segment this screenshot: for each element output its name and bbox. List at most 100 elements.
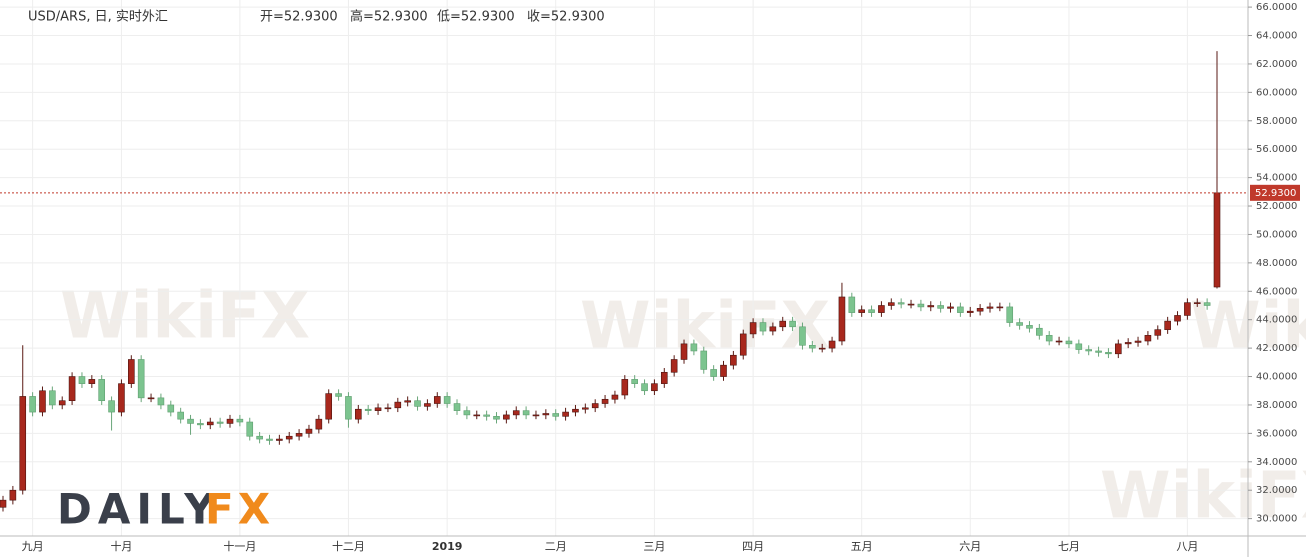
candle-body (266, 438, 273, 441)
candle-body (631, 379, 638, 384)
y-tick-label: 46.0000 (1256, 286, 1297, 297)
candle-body (167, 404, 175, 413)
candle-body (996, 306, 1004, 309)
candle-body (542, 413, 550, 416)
y-tick-label: 44.0000 (1256, 315, 1297, 326)
candle-body (532, 414, 540, 417)
candle-body (424, 403, 431, 407)
y-tick-label: 38.0000 (1256, 400, 1297, 411)
candle-body (680, 343, 688, 360)
x-tick-label: 五月 (851, 540, 873, 553)
candle-body (0, 499, 7, 508)
candle-body (49, 390, 56, 406)
candle-body (759, 322, 767, 332)
candle-body (720, 364, 727, 377)
candle-body (769, 326, 777, 332)
candle-body (58, 400, 66, 406)
candle-body (1075, 343, 1083, 350)
candle-body (966, 310, 974, 313)
candle-body (1193, 302, 1201, 304)
logo-right: FX (205, 485, 274, 534)
price-label-box (1250, 184, 1300, 201)
candle-body (177, 411, 184, 420)
x-tick-label: 十二月 (332, 539, 365, 553)
candle-body (1085, 349, 1092, 352)
candle-body (779, 320, 787, 328)
candle-body (611, 394, 619, 400)
candle-body (562, 411, 569, 417)
ohlc-value: 开=52.9300 (260, 10, 338, 25)
candle-body (1203, 302, 1211, 306)
candle-body (226, 418, 234, 424)
candle-body (838, 296, 846, 342)
candle-body (927, 305, 935, 308)
candle-body (809, 344, 816, 349)
candle-body (641, 383, 648, 392)
candle-body (1065, 340, 1073, 345)
x-tick-label: 十月 (110, 539, 132, 553)
candle-body (364, 408, 372, 411)
candle-body (78, 376, 86, 384)
x-tick-label: 2019 (432, 540, 463, 553)
candle-body (601, 398, 609, 404)
candle-body (137, 359, 145, 399)
candle-body (503, 414, 510, 420)
candle-body (848, 296, 856, 313)
candle-body (937, 305, 944, 309)
candle-body (246, 421, 254, 437)
candle-body (453, 403, 461, 411)
y-tick-label: 56.0000 (1256, 144, 1297, 155)
candle-body (868, 309, 875, 313)
candle-body (907, 303, 915, 306)
candle-body (700, 350, 708, 370)
candle-body (976, 308, 984, 312)
candles (0, 51, 1221, 512)
candle-body (878, 305, 885, 313)
y-tick-label: 62.0000 (1256, 59, 1297, 70)
candle-body (1213, 192, 1221, 288)
candle-body (1016, 322, 1023, 326)
candle-body (335, 393, 342, 397)
candle-body (591, 403, 599, 409)
candle-body (128, 359, 135, 384)
candle-body (1124, 342, 1132, 345)
candle-body (749, 322, 757, 335)
logo-left: DAILY (57, 485, 221, 534)
candle-body (897, 302, 905, 305)
candle-body (197, 423, 204, 426)
candle-body (512, 410, 520, 416)
candle-body (799, 326, 806, 346)
y-tick-label: 34.0000 (1256, 457, 1297, 468)
candle-body (315, 418, 323, 430)
candle-body (651, 383, 658, 392)
candle-body (660, 371, 668, 384)
x-tick-label: 二月 (545, 540, 567, 553)
candle-body (236, 418, 244, 423)
candle-body (730, 354, 737, 366)
x-tick-label: 九月 (22, 540, 44, 553)
y-tick-label: 36.0000 (1256, 428, 1297, 439)
watermark: WikiFX (60, 280, 310, 354)
candle-body (1006, 306, 1014, 323)
candle-body (216, 421, 224, 424)
candle-body (818, 347, 826, 350)
candle-body (483, 414, 490, 417)
candle-body (1055, 340, 1063, 343)
candle-body (621, 379, 629, 396)
candle-body (68, 376, 76, 401)
candle-body (493, 416, 500, 420)
candle-body (1045, 335, 1053, 342)
candle-body (1174, 315, 1181, 322)
candle-body (374, 407, 382, 411)
candle-body (1164, 320, 1171, 330)
watermark: WikiFX (1100, 460, 1306, 534)
candle-body (29, 396, 36, 413)
candle-body (295, 433, 303, 437)
candle-body (384, 407, 392, 410)
candle-body (394, 401, 402, 409)
price-label: 52.9300 (1255, 188, 1296, 199)
candle-body (1036, 327, 1043, 336)
x-tick-label: 十一月 (223, 539, 256, 553)
grid (0, 0, 1248, 536)
x-tick-label: 七月 (1058, 540, 1080, 553)
